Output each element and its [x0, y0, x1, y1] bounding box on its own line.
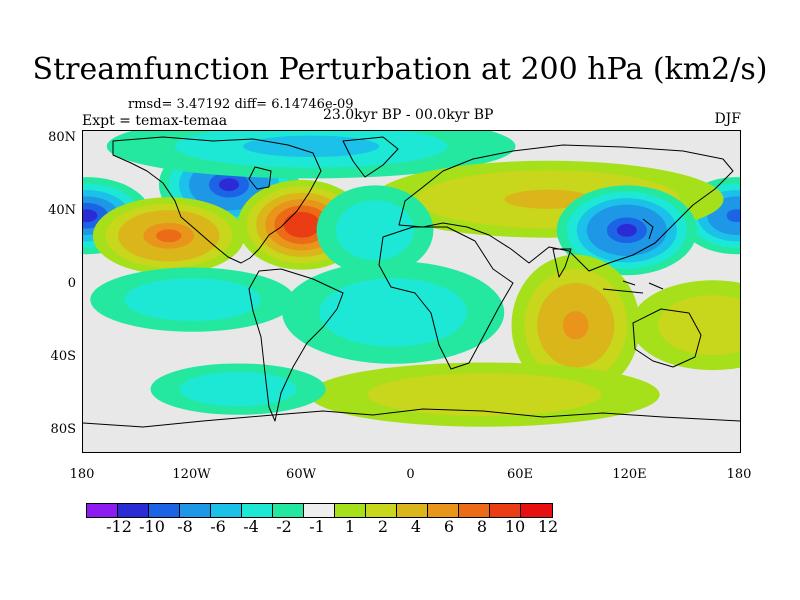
- coastline-south-america: [248, 268, 344, 422]
- lon-label: 180: [726, 467, 752, 482]
- contour-pacific-low-west-5: [83, 209, 98, 223]
- lat-label: 80N: [48, 130, 76, 145]
- colorbar: [86, 503, 553, 518]
- colorbar-swatch: [211, 504, 242, 517]
- contour-south-atlantic-low-2: [356, 295, 431, 330]
- experiment-label: Expt = temax-temaa: [82, 113, 228, 129]
- colorbar-label: 2: [377, 517, 389, 536]
- rmsd-diff-stats: rmsd= 3.47192 diff= 6.14746e-09: [128, 97, 354, 112]
- colorbar-swatch: [118, 504, 149, 517]
- lon-label: 0: [406, 467, 415, 482]
- colorbar-swatch: [459, 504, 490, 517]
- lon-label: 120E: [612, 467, 647, 482]
- colorbar-swatch: [273, 504, 304, 517]
- colorbar-swatch: [490, 504, 521, 517]
- contour-north-america-low-6: [218, 178, 240, 192]
- lat-label: 0: [67, 276, 76, 292]
- colorbar-label: -1: [309, 517, 325, 536]
- season-label: DJF: [714, 111, 741, 127]
- contour-east-asia-low-6: [616, 223, 637, 237]
- colorbar-swatch: [397, 504, 428, 517]
- colorbar-swatch: [242, 504, 273, 517]
- coastline-north-america: [112, 136, 322, 264]
- coastline-eurasia: [398, 144, 734, 272]
- coastline-greenland: [342, 136, 399, 178]
- contour-indian-ocean-high-4: [562, 311, 589, 340]
- colorbar-label: 6: [443, 517, 455, 536]
- lon-label: 180: [69, 467, 95, 482]
- contour-atlantic-high-6: [292, 218, 312, 232]
- colorbar-swatch: [521, 504, 552, 517]
- colorbar-label: -2: [276, 517, 292, 536]
- colorbar-label: -4: [243, 517, 259, 536]
- colorbar-swatch: [87, 504, 118, 517]
- map-canvas: [83, 131, 740, 428]
- colorbar-swatch: [149, 504, 180, 517]
- contour-east-pacific-high-5: [156, 229, 182, 243]
- colorbar-label: 12: [537, 517, 559, 536]
- lon-label: 60E: [506, 467, 534, 482]
- colorbar-label: 10: [504, 517, 526, 536]
- colorbar-swatch: [366, 504, 397, 517]
- colorbar-label: 4: [410, 517, 422, 536]
- coastline-india: [552, 248, 572, 278]
- contour-south-pacific-high-2: [685, 310, 740, 341]
- colorbar-label: -6: [210, 517, 226, 536]
- colorbar-swatch: [335, 504, 366, 517]
- contour-south-pacific-low-2: [158, 288, 227, 311]
- coastline-japan: [642, 218, 654, 240]
- contour-southern-ocean-low-2: [208, 380, 268, 398]
- coastline-antarctica: [83, 408, 740, 428]
- colorbar-label: 1: [344, 517, 356, 536]
- coastline-indonesia: [602, 280, 664, 294]
- lon-label: 60W: [286, 467, 316, 482]
- streamfunction-map: [82, 130, 741, 453]
- contour-pacific-low-east-5: [726, 209, 740, 223]
- map-title: Streamfunction Perturbation at 200 hPa (…: [32, 52, 768, 87]
- colorbar-swatch: [304, 504, 335, 517]
- lat-label: 40N: [48, 203, 76, 219]
- colorbar-label: -8: [177, 517, 193, 536]
- lon-label: 120W: [172, 467, 211, 482]
- contour-mid-atlantic-low-2: [355, 215, 395, 246]
- colorbar-swatch: [428, 504, 459, 517]
- contour-southern-ocean-high-2: [426, 383, 543, 406]
- colorbar-label: 8: [476, 517, 488, 536]
- lat-label: 40S: [50, 349, 76, 365]
- colorbar-label: -10: [139, 517, 165, 536]
- coastline-africa: [378, 226, 514, 370]
- colorbar-swatch: [180, 504, 211, 517]
- time-period-label: 23.0kyr BP - 00.0kyr BP: [323, 107, 494, 123]
- contour-arctic-low-2: [242, 135, 380, 158]
- lat-label: 80S: [50, 422, 76, 438]
- coastline-hudson-bay: [248, 166, 272, 190]
- colorbar-label: -12: [106, 517, 132, 536]
- coastline-australia: [632, 308, 702, 368]
